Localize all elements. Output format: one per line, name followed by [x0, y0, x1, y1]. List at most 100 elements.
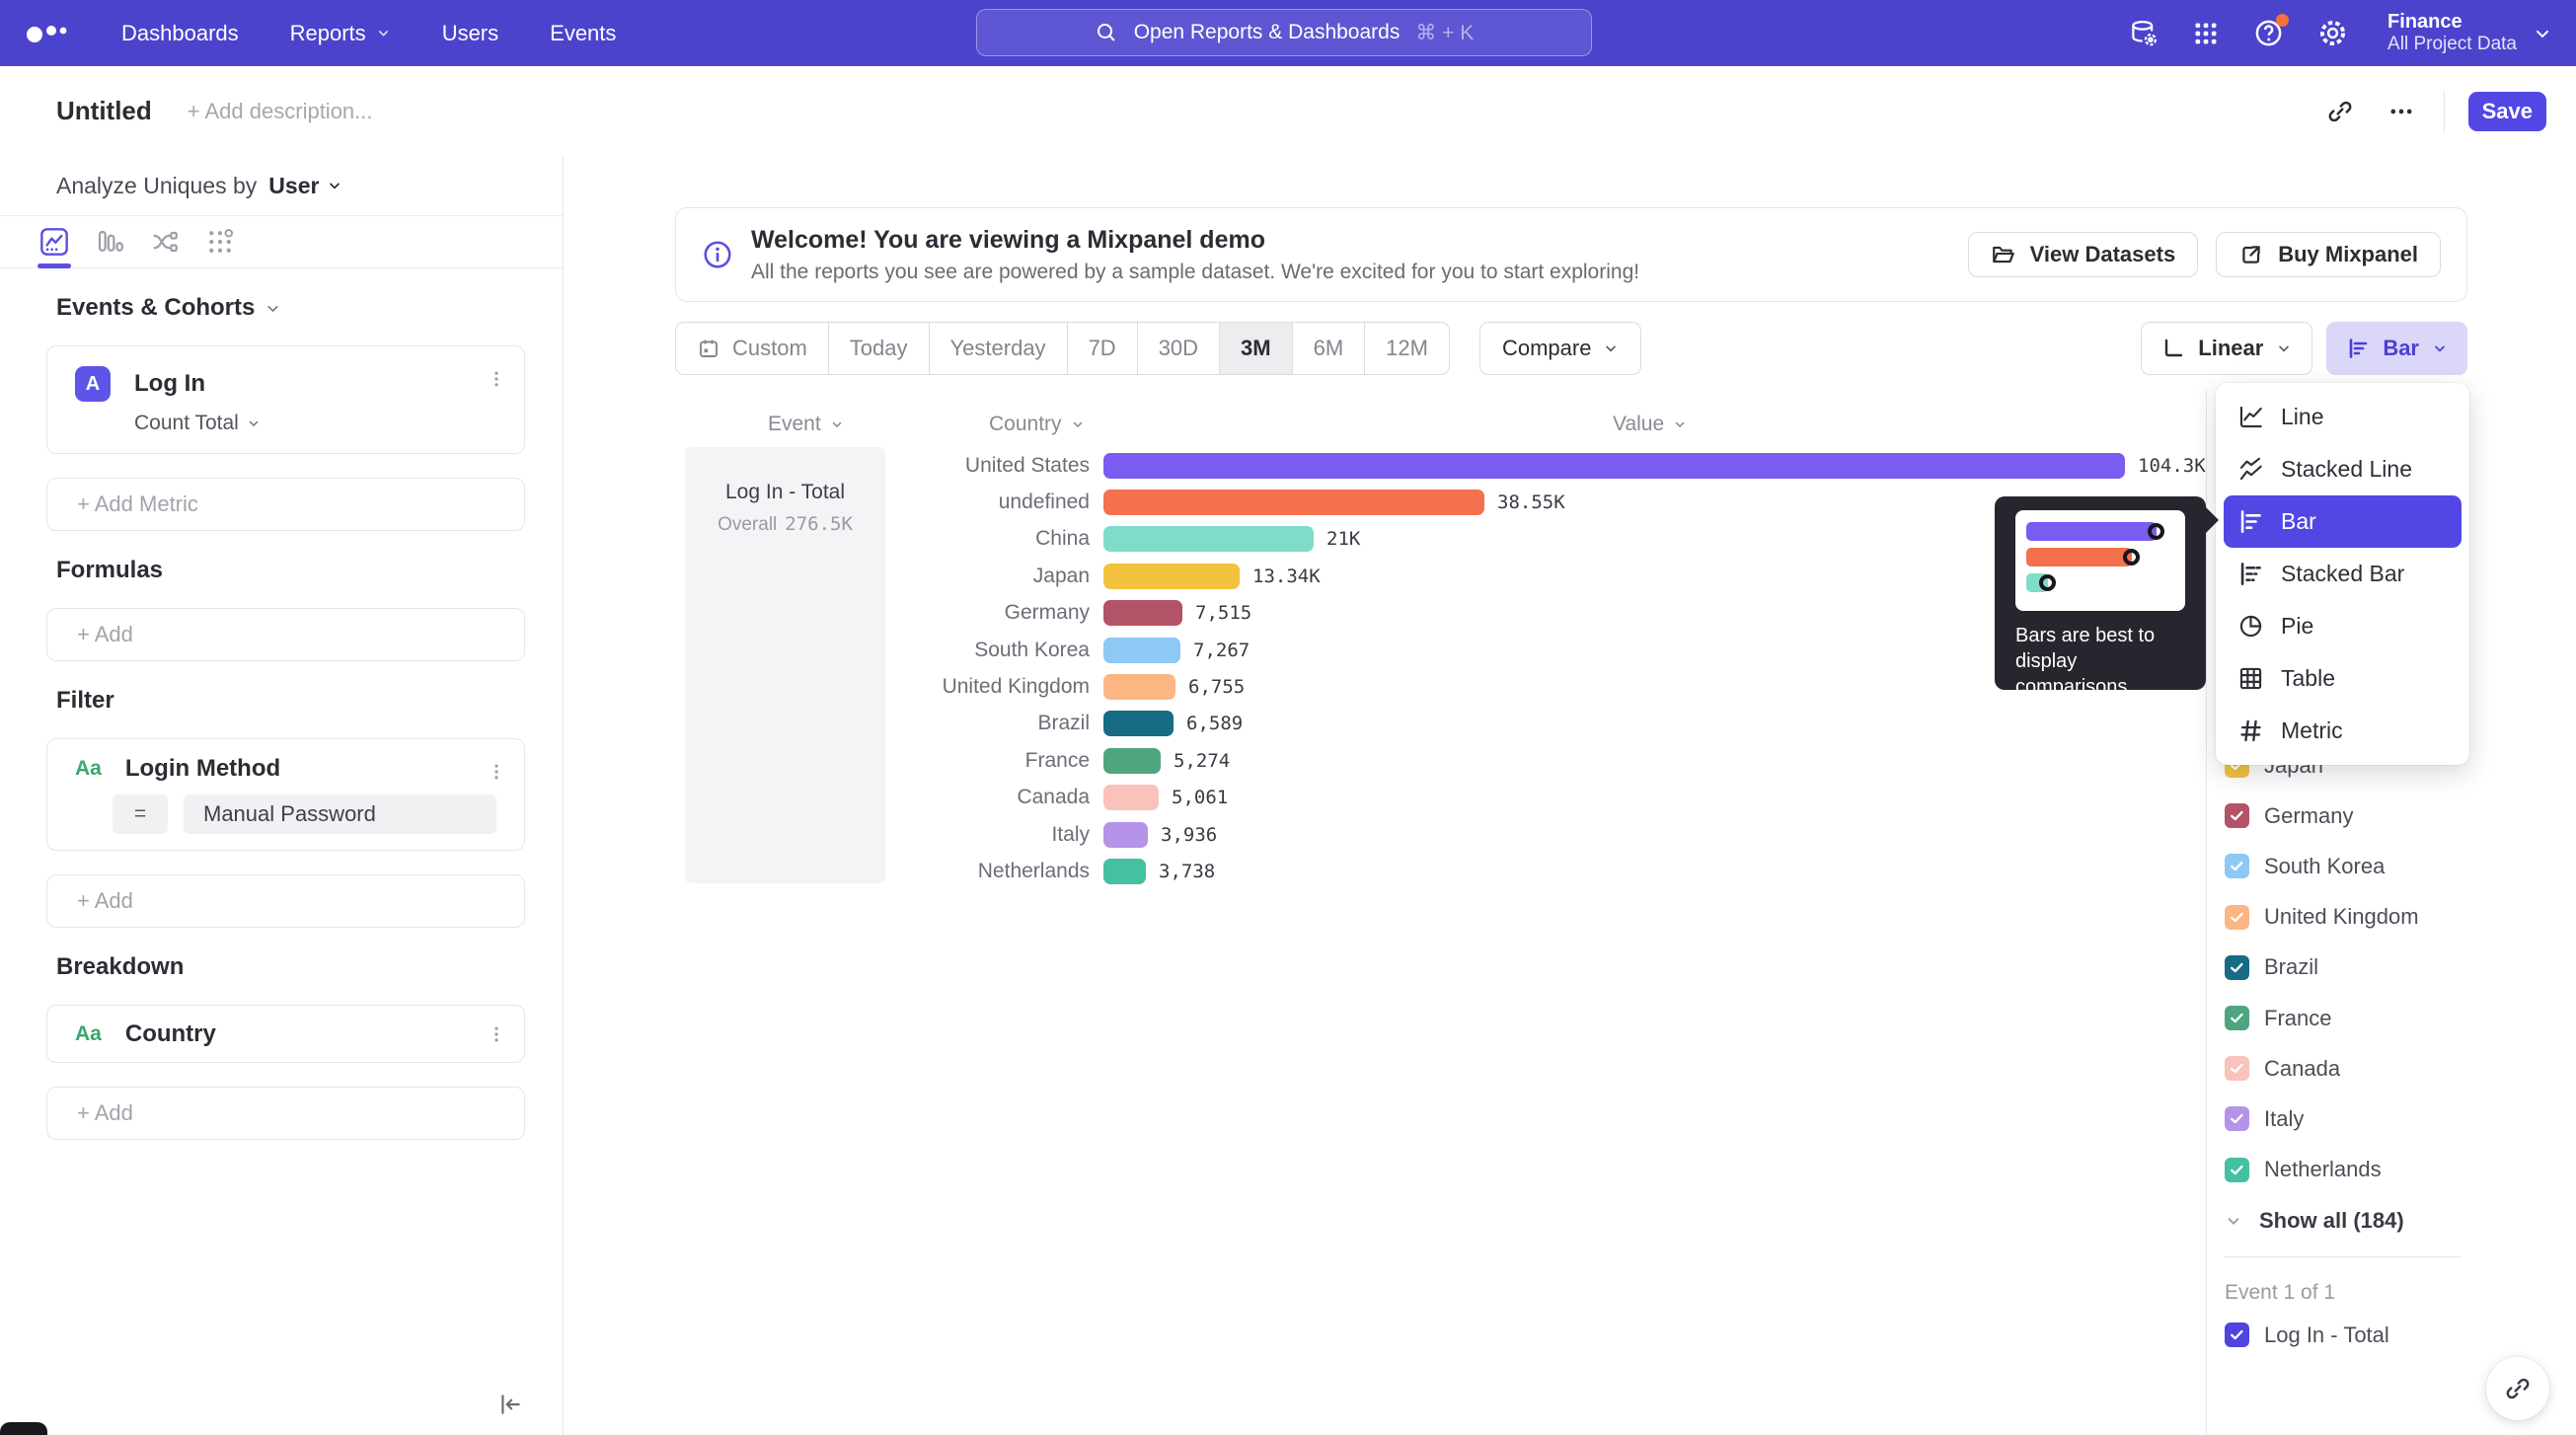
string-type-icon: Aa — [75, 1021, 102, 1045]
bar[interactable] — [1103, 490, 1484, 516]
tab-insights-icon[interactable] — [38, 225, 71, 259]
nav-item-dashboards[interactable]: Dashboards — [121, 20, 239, 45]
tab-flows-icon[interactable] — [148, 225, 182, 259]
bar[interactable] — [1103, 747, 1161, 774]
value-label: 104.3K — [2138, 454, 2206, 477]
add-metric-button[interactable]: + Add Metric — [46, 478, 525, 531]
aggregation-dropdown[interactable]: Count Total — [134, 412, 496, 435]
legend-item-france[interactable]: France — [2225, 993, 2560, 1043]
date-range-12m[interactable]: 12M — [1364, 323, 1449, 374]
legend-checkbox[interactable] — [2225, 1056, 2249, 1082]
add-description-field[interactable]: + Add description... — [187, 98, 373, 123]
settings-gear-icon[interactable] — [2317, 18, 2348, 48]
compare-button[interactable]: Compare — [1478, 322, 1642, 375]
legend-checkbox[interactable] — [2225, 854, 2249, 879]
date-range-today[interactable]: Today — [827, 323, 929, 374]
date-range-6m[interactable]: 6M — [1291, 323, 1365, 374]
menu-item-stacked-line[interactable]: Stacked Line — [2216, 443, 2469, 495]
demo-banner: Welcome! You are viewing a Mixpanel demo… — [675, 207, 2467, 302]
legend-item-south-korea[interactable]: South Korea — [2225, 841, 2560, 891]
menu-item-metric[interactable]: Metric — [2216, 705, 2469, 757]
apps-grid-icon[interactable] — [2192, 20, 2220, 47]
analyze-by-dropdown[interactable]: User — [268, 173, 342, 199]
metric-kebab-icon[interactable] — [487, 366, 506, 392]
bar[interactable] — [1103, 711, 1174, 737]
filter-kebab-icon[interactable] — [487, 759, 506, 785]
series-checkbox[interactable] — [2225, 1322, 2249, 1348]
filter-card-login-method[interactable]: Aa Login Method = Manual Password — [46, 738, 525, 851]
breakdown-kebab-icon[interactable] — [487, 1021, 506, 1047]
events-section-heading[interactable]: Events & Cohorts — [56, 294, 563, 322]
filter-operator-chip[interactable]: = — [113, 794, 168, 834]
event-column-header[interactable]: Event — [768, 413, 844, 436]
help-icon[interactable] — [2253, 14, 2290, 48]
legend-item-netherlands[interactable]: Netherlands — [2225, 1145, 2560, 1195]
bar[interactable] — [1103, 526, 1314, 553]
menu-item-table[interactable]: Table — [2216, 652, 2469, 705]
add-breakdown-button[interactable]: + Add — [46, 1087, 525, 1140]
metric-card-log-in[interactable]: A Log In Count Total — [46, 345, 525, 454]
collapse-sidebar-icon[interactable] — [490, 1384, 531, 1425]
show-all-toggle[interactable]: Show all (184) — [2225, 1195, 2560, 1246]
legend-label: Netherlands — [2264, 1157, 2382, 1182]
add-formula-button[interactable]: + Add — [46, 608, 525, 661]
mixpanel-logo-icon[interactable] — [25, 19, 70, 48]
nav-item-users[interactable]: Users — [441, 20, 499, 45]
report-title[interactable]: Untitled — [56, 96, 152, 125]
more-options-icon[interactable] — [2383, 93, 2420, 130]
nav-item-events[interactable]: Events — [550, 20, 617, 45]
buy-mixpanel-button[interactable]: Buy Mixpanel — [2216, 232, 2441, 277]
menu-item-pie[interactable]: Pie — [2216, 600, 2469, 652]
share-link-fab[interactable] — [2486, 1357, 2549, 1420]
date-range-3m[interactable]: 3M — [1219, 323, 1292, 374]
breakdown-card-country[interactable]: Aa Country — [46, 1005, 525, 1063]
copy-link-icon[interactable] — [2321, 93, 2359, 130]
search-bar[interactable]: Open Reports & Dashboards ⌘ + K — [976, 9, 1592, 56]
legend-item-brazil[interactable]: Brazil — [2225, 943, 2560, 993]
add-filter-button[interactable]: + Add — [46, 874, 525, 928]
menu-item-bar[interactable]: Bar — [2224, 495, 2462, 548]
bar[interactable] — [1103, 821, 1148, 848]
date-range-custom[interactable]: Custom — [676, 323, 828, 374]
legend-checkbox[interactable] — [2225, 904, 2249, 930]
data-management-icon[interactable] — [2129, 19, 2159, 48]
legend-item-italy[interactable]: Italy — [2225, 1094, 2560, 1144]
legend-checkbox[interactable] — [2225, 954, 2249, 980]
value-label: 6,589 — [1186, 713, 1244, 735]
date-range-7d[interactable]: 7D — [1066, 323, 1137, 374]
project-selector[interactable]: Finance All Project Data — [2387, 11, 2552, 55]
view-datasets-button[interactable]: View Datasets — [1967, 232, 2199, 277]
bar[interactable] — [1103, 637, 1180, 663]
tab-funnels-icon[interactable] — [93, 225, 126, 259]
nav-item-reports[interactable]: Reports — [290, 21, 391, 46]
chart-type-dropdown[interactable]: Bar — [2326, 322, 2467, 375]
bar[interactable] — [1103, 674, 1175, 701]
chart-row-china: China 21K — [564, 521, 2206, 558]
country-column-header[interactable]: Country — [989, 413, 1085, 436]
tab-retention-icon[interactable] — [203, 225, 237, 259]
save-button[interactable]: Save — [2467, 91, 2546, 131]
legend-checkbox[interactable] — [2225, 1006, 2249, 1031]
bar[interactable] — [1103, 600, 1182, 627]
value-label: 7,267 — [1193, 639, 1250, 661]
scale-dropdown[interactable]: Linear — [2141, 322, 2313, 375]
bar[interactable] — [1103, 563, 1240, 589]
main-nav: Dashboards Reports Users Events — [121, 21, 616, 46]
bar[interactable] — [1103, 858, 1146, 884]
menu-item-stacked-bar[interactable]: Stacked Bar — [2240, 561, 2405, 586]
search-shortcut: ⌘ + K — [1415, 21, 1475, 44]
legend-item-germany[interactable]: Germany — [2225, 791, 2560, 841]
legend-item-united-kingdom[interactable]: United Kingdom — [2225, 892, 2560, 943]
legend-checkbox[interactable] — [2225, 1106, 2249, 1132]
filter-value-field[interactable]: Manual Password — [184, 794, 496, 834]
legend-checkbox[interactable] — [2225, 803, 2249, 829]
date-range-yesterday[interactable]: Yesterday — [928, 323, 1067, 374]
date-range-30d[interactable]: 30D — [1136, 323, 1219, 374]
value-column-header[interactable]: Value — [1613, 413, 1687, 436]
legend-checkbox[interactable] — [2225, 1157, 2249, 1182]
bar[interactable] — [1103, 452, 2125, 479]
bar[interactable] — [1103, 785, 1159, 811]
legend-item-canada[interactable]: Canada — [2225, 1043, 2560, 1094]
legend-series-log-in-total[interactable]: Log In - Total — [2225, 1322, 2560, 1348]
menu-item-line[interactable]: Line — [2216, 391, 2469, 443]
